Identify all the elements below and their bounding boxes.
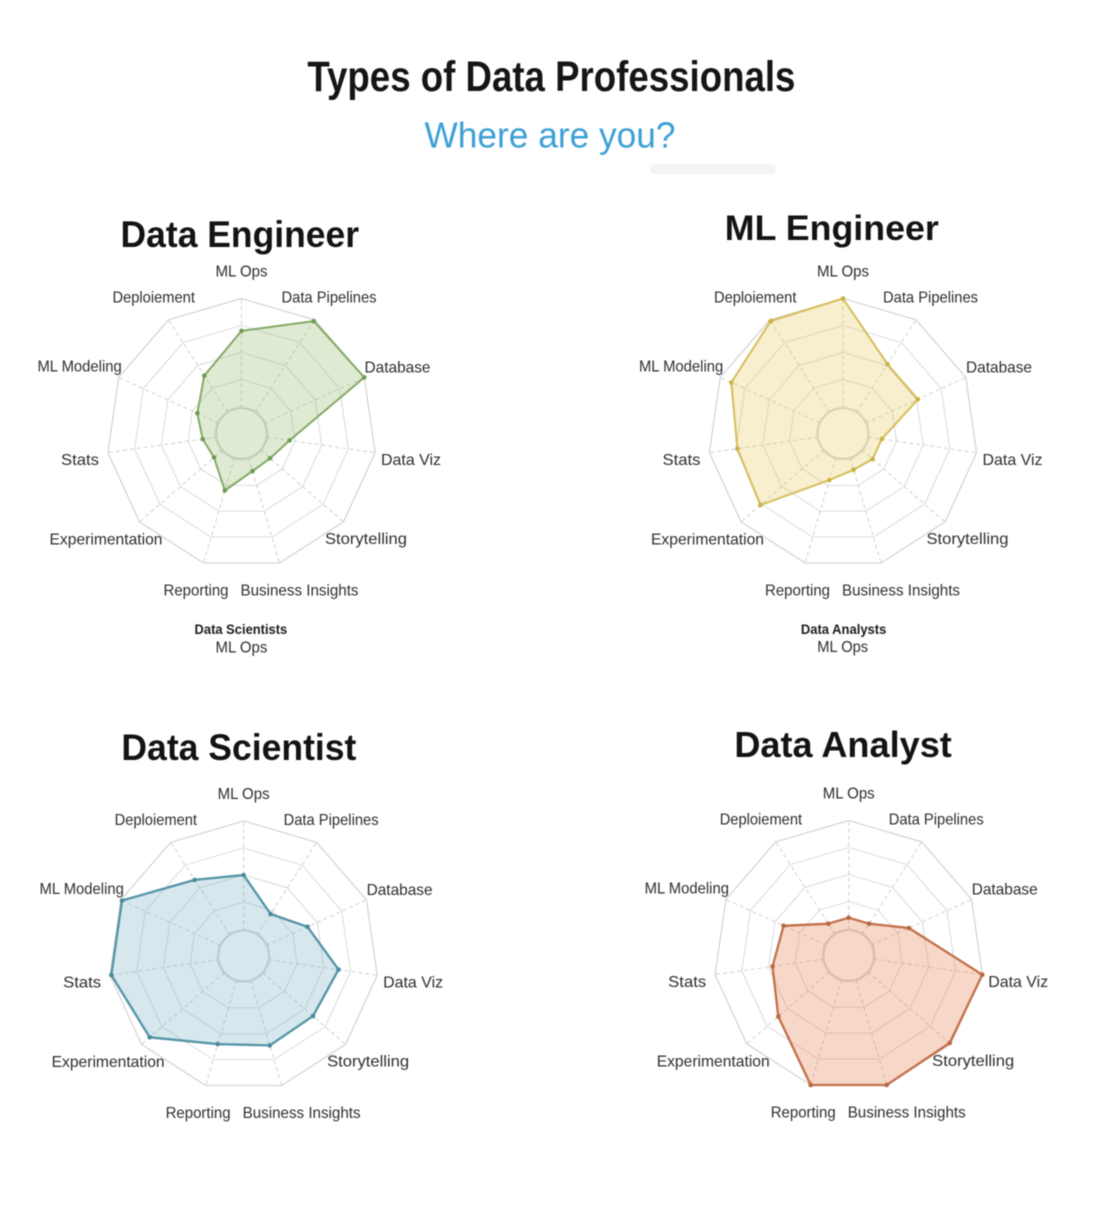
svg-text:ML Ops: ML Ops bbox=[216, 639, 268, 656]
svg-text:ML Ops: ML Ops bbox=[823, 786, 875, 803]
svg-text:Data Pipelines: Data Pipelines bbox=[889, 812, 984, 829]
svg-text:Reporting: Reporting bbox=[765, 583, 830, 600]
svg-text:Storytelling: Storytelling bbox=[927, 531, 1009, 548]
svg-text:ML Modeling: ML Modeling bbox=[37, 359, 121, 376]
svg-text:Data Pipelines: Data Pipelines bbox=[282, 290, 377, 307]
svg-text:Experimentation: Experimentation bbox=[651, 532, 764, 549]
svg-text:ML Modeling: ML Modeling bbox=[40, 881, 124, 898]
svg-text:Experimentation: Experimentation bbox=[52, 1054, 165, 1071]
svg-text:ML Modeling: ML Modeling bbox=[645, 881, 729, 898]
svg-text:Storytelling: Storytelling bbox=[325, 531, 407, 548]
svg-text:Database: Database bbox=[966, 360, 1032, 377]
svg-text:Data Scientist: Data Scientist bbox=[121, 726, 356, 768]
svg-text:ML Engineer: ML Engineer bbox=[725, 209, 939, 248]
svg-text:Deploiement: Deploiement bbox=[720, 812, 803, 829]
svg-text:Reporting: Reporting bbox=[166, 1105, 231, 1122]
svg-text:Deploiement: Deploiement bbox=[115, 812, 198, 829]
svg-text:ML Ops: ML Ops bbox=[817, 264, 869, 281]
svg-text:Business Insights: Business Insights bbox=[243, 1105, 361, 1122]
svg-text:Stats: Stats bbox=[63, 975, 101, 992]
svg-text:Data Viz: Data Viz bbox=[383, 975, 443, 992]
svg-text:Storytelling: Storytelling bbox=[327, 1054, 409, 1071]
svg-text:Data Analysts: Data Analysts bbox=[801, 622, 887, 637]
svg-text:Stats: Stats bbox=[663, 452, 701, 469]
svg-text:Reporting: Reporting bbox=[771, 1105, 836, 1122]
svg-text:Data Pipelines: Data Pipelines bbox=[883, 290, 978, 307]
svg-text:Database: Database bbox=[972, 882, 1038, 899]
svg-text:Deploiement: Deploiement bbox=[113, 290, 196, 307]
svg-text:Database: Database bbox=[365, 360, 431, 377]
svg-text:ML Modeling: ML Modeling bbox=[639, 359, 723, 376]
svg-text:Stats: Stats bbox=[61, 452, 99, 469]
svg-text:ML Ops: ML Ops bbox=[817, 639, 868, 656]
svg-text:Types of Data Professionals: Types of Data Professionals bbox=[307, 53, 795, 101]
svg-text:Experimentation: Experimentation bbox=[50, 532, 163, 549]
svg-text:Business Insights: Business Insights bbox=[842, 583, 960, 600]
svg-text:Database: Database bbox=[367, 882, 433, 899]
svg-text:Business Insights: Business Insights bbox=[848, 1105, 966, 1122]
svg-text:Stats: Stats bbox=[668, 974, 706, 991]
svg-text:Data Viz: Data Viz bbox=[988, 974, 1048, 991]
svg-text:Experimentation: Experimentation bbox=[657, 1054, 770, 1071]
svg-text:Reporting: Reporting bbox=[164, 583, 229, 600]
svg-text:ML Ops: ML Ops bbox=[216, 264, 268, 281]
svg-text:Data Viz: Data Viz bbox=[381, 452, 441, 469]
svg-text:Storytelling: Storytelling bbox=[932, 1053, 1014, 1070]
svg-text:Business Insights: Business Insights bbox=[241, 583, 359, 600]
svg-text:Data Scientists: Data Scientists bbox=[195, 622, 288, 637]
svg-text:Data Analyst: Data Analyst bbox=[734, 724, 952, 765]
svg-text:Deploiement: Deploiement bbox=[714, 290, 797, 307]
svg-text:Data Engineer: Data Engineer bbox=[121, 214, 360, 255]
svg-text:Data Viz: Data Viz bbox=[983, 452, 1043, 469]
svg-text:Data Pipelines: Data Pipelines bbox=[284, 812, 379, 829]
svg-text:ML Ops: ML Ops bbox=[218, 786, 270, 803]
svg-text:Where are you?: Where are you? bbox=[425, 115, 676, 156]
